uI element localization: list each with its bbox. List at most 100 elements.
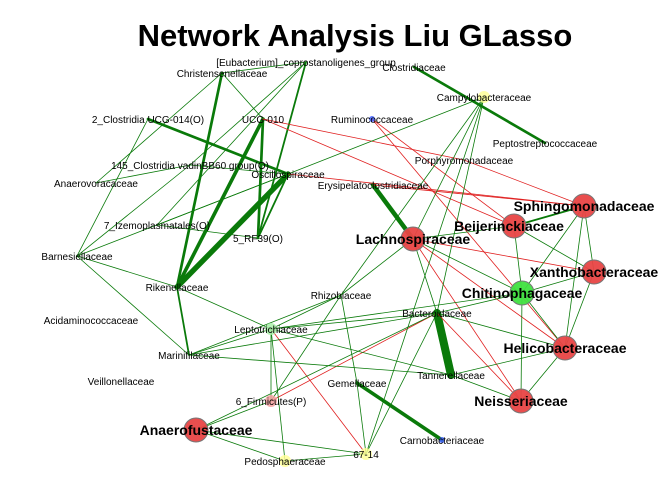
edge-rf39-oscillospiraceae: [257, 173, 289, 239]
edge-tannerellaceae-marinifilaceae: [188, 354, 452, 376]
edge-ucg010-beijerinckiaceae: [262, 118, 515, 227]
chart-title: Network Analysis Liu GLasso: [137, 18, 573, 53]
label-layer: [Eubacterium]_coprostanoligenes_groupChr…: [41, 58, 658, 468]
edge-marinifilaceae-bacteroidaceae: [188, 312, 438, 356]
node-label-oscillospiraceae: Oscillospiraceae: [251, 170, 325, 181]
node-label-g6714: 67-14: [353, 450, 379, 461]
node-beijerinckiaceae: [501, 213, 527, 239]
edge-layer: [76, 61, 595, 462]
edge-clostridia_vadin-barnesiellaceae: [76, 164, 191, 257]
edge-rhizobiaceae-leptotrichiaceae: [270, 294, 342, 330]
edge-beijerinckiaceae-xanthobacteraceae: [513, 225, 595, 273]
node-label-chitinophagaceae: Chitinophagaceae: [462, 285, 583, 301]
edge-rhizobiaceae-marinifilaceae: [188, 294, 342, 356]
edge-gemellaceae-rhizobiaceae: [340, 294, 358, 384]
node-label-neisseriaceae: Neisseriaceae: [474, 393, 568, 409]
edge-clostridia_ucg014-barnesiellaceae: [76, 118, 149, 257]
node-label-lachnospiraceae: Lachnospiraceae: [356, 231, 471, 247]
edge-ucg010-porphyromonadaceae: [262, 118, 465, 161]
node-label-carnobacteriaceae: Carnobacteriaceae: [400, 436, 485, 447]
node-label-rikenellaceae: Rikenellaceae: [146, 283, 209, 294]
node-label-christensenellaceae: Christensenellaceae: [177, 69, 268, 80]
edge-anaerofustaceae-pedosphaeraceae: [195, 429, 286, 462]
node-label-erysipelatoclostridiaceae: Erysipelatoclostridiaceae: [318, 181, 429, 192]
node-label-bacteroidaceae: Bacteroidaceae: [402, 309, 472, 320]
edge-rikenellaceae-leptotrichiaceae: [176, 286, 272, 330]
edge-bacteroidaceae-tannerellaceae: [432, 308, 456, 380]
node-label-pedosphaeraceae: Pedosphaeraceae: [244, 457, 326, 468]
node-anaerofustaceae: [183, 417, 209, 443]
node-label-eubacterium: [Eubacterium]_coprostanoligenes_group: [216, 58, 396, 69]
edge-eubacterium-clostridia_vadin: [189, 61, 307, 166]
node-label-ucg010: UCG-010: [242, 115, 285, 126]
edge-porphyromonadaceae-sphingomonadaceae: [463, 159, 585, 207]
node-label-helicobacteraceae: Helicobacteraceae: [504, 340, 627, 356]
edge-lachnospiraceae-neisseriaceae: [412, 238, 522, 402]
node-label-clostridia_ucg014: 2_Clostridia UCG-014(O): [92, 115, 204, 126]
edge-campylobacteraceae-oscillospiraceae: [287, 96, 485, 175]
edge-oscillospiraceae-sphingomonadaceae: [287, 173, 585, 207]
node-campylobacteraceae: [478, 91, 490, 103]
edge-eubacterium-christensenellaceae: [221, 61, 307, 74]
node-label-peptostreptococcaceae: Peptostreptococcaceae: [493, 139, 598, 150]
node-neisseriaceae: [508, 388, 534, 414]
node-label-firmicutes: 6_Firmicutes(P): [236, 397, 307, 408]
edge-g6714-pedosphaeraceae: [284, 453, 367, 462]
node-label-ruminococcaceae: Ruminococcaceae: [331, 115, 414, 126]
node-ruminococcaceae: [369, 116, 375, 122]
edge-campylobacteraceae-lachnospiraceae: [412, 96, 485, 240]
edge-leptotrichiaceae-marinifilaceae: [188, 328, 272, 356]
edge-erysipelatoclostridiaceae-sphingomonadaceae: [372, 184, 585, 207]
node-label-anaerovoracaceae: Anaerovoracaceae: [54, 179, 138, 190]
node-label-rhizobiaceae: Rhizobiaceae: [311, 291, 372, 302]
edge-anaerofustaceae-firmicutes: [195, 400, 272, 431]
edge-christensenellaceae-anaerovoracaceae: [95, 72, 223, 184]
node-xanthobacteraceae: [581, 259, 607, 285]
edge-bacteroidaceae-g6714: [365, 312, 438, 455]
node-label-porphyromonadaceae: Porphyromonadaceae: [415, 156, 514, 167]
edge-christensenellaceae-rikenellaceae: [175, 71, 224, 289]
node-chitinophagaceae: [509, 280, 535, 306]
node-label-veillonellaceae: Veillonellaceae: [88, 377, 155, 388]
edge-gemellaceae-carnobacteriaceae: [355, 381, 444, 442]
node-label-xanthobacteraceae: Xanthobacteraceae: [530, 264, 659, 280]
edge-rikenellaceae-ucg010: [175, 117, 265, 289]
node-layer: [183, 91, 607, 467]
edge-chitinophagaceae-leptotrichiaceae: [270, 292, 523, 330]
node-label-sphingomonadaceae: Sphingomonadaceae: [514, 198, 655, 214]
edge-campylobacteraceae-bacteroidaceae: [436, 96, 485, 314]
node-label-gemellaceae: Gemellaceae: [328, 379, 387, 390]
edge-firmicutes-bacteroidaceae: [270, 312, 438, 402]
edge-barnesiellaceae-marinifilaceae: [76, 255, 190, 356]
node-sphingomonadaceae: [571, 193, 597, 219]
node-label-acidaminococcaceae: Acidaminococcaceae: [44, 316, 139, 327]
edge-leptotrichiaceae-pedosphaeraceae: [270, 328, 286, 462]
edge-leptotrichiaceae-tannerellaceae: [270, 328, 452, 376]
edge-helicobacteraceae-bacteroidaceae: [436, 312, 566, 349]
edge-rikenellaceae-marinifilaceae: [176, 286, 190, 356]
node-label-barnesiellaceae: Barnesiellaceae: [41, 252, 113, 263]
node-firmicutes: [265, 395, 277, 407]
edge-ucg010-christensenellaceae: [221, 72, 264, 120]
edge-campylobacteraceae-rhizobiaceae: [340, 96, 485, 296]
edge-ucg010-rf39: [256, 117, 265, 240]
edge-chitinophagaceae-neisseriaceae: [520, 292, 523, 402]
edge-bacteroidaceae-anaerofustaceae: [195, 312, 438, 431]
node-label-rf39: 5_RF39(O): [233, 234, 283, 245]
edge-barnesiellaceae-rikenellaceae: [76, 255, 178, 288]
edge-sphingomonadaceae-helicobacteraceae: [564, 205, 585, 349]
node-helicobacteraceae: [552, 335, 578, 361]
edge-lachnospiraceae-helicobacteraceae: [412, 238, 566, 349]
edge-izemoplasmatales-rf39: [156, 224, 259, 239]
edge-g6714-campylobacteraceae: [365, 96, 485, 455]
node-lachnospiraceae: [400, 226, 426, 252]
node-g6714: [360, 448, 372, 460]
edge-chitinophagaceae-lachnospiraceae: [412, 238, 523, 294]
node-label-clostridia_vadin: 145_Clostridia vadinBB60 group(O): [111, 161, 269, 172]
node-label-marinifilaceae: Marinifilaceae: [158, 351, 220, 362]
edge-g6714-gemellaceae: [356, 382, 367, 455]
node-label-beijerinckiaceae: Beijerinckiaceae: [454, 218, 564, 234]
edge-chitinophagaceae-bacteroidaceae: [436, 292, 523, 314]
